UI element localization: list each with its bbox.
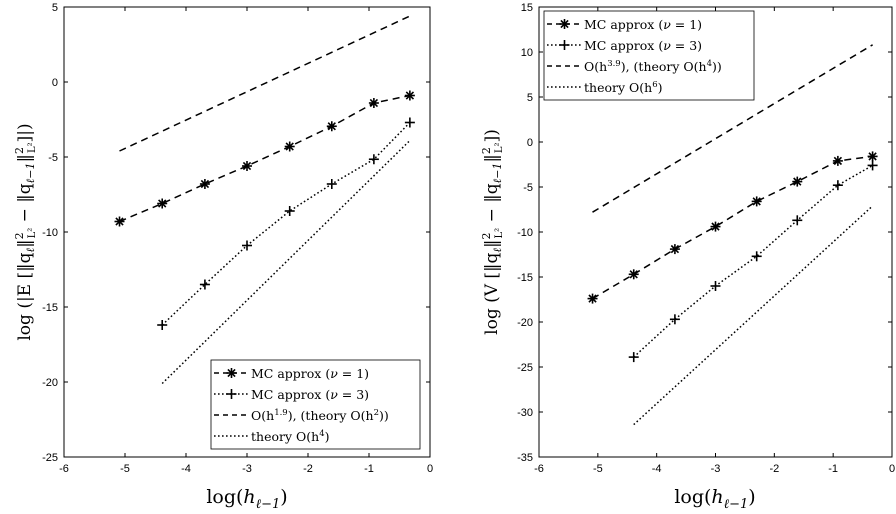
series-1-point [199, 179, 210, 189]
left-legend-entry-1: MC approx (ν = 1) [251, 366, 369, 381]
series-2-point [751, 251, 762, 262]
y-tick-label: 0 [52, 77, 58, 89]
right-x-axis-label: log(hℓ−1) [674, 486, 755, 512]
x-tick-label: -5 [120, 463, 130, 475]
y-tick-label: -15 [42, 302, 58, 314]
y-tick-label: -25 [517, 362, 533, 374]
left-legend-entry-3: O(h1.9), (theory O(h2)) [251, 408, 389, 423]
series-1-point [114, 216, 125, 227]
x-tick-label: -2 [303, 463, 313, 475]
series-1-point [832, 155, 843, 166]
right-panel: -6 -5 -4 -3 -2 -1 0151050-5-10-15-20-25-30-35 … [480, 2, 895, 512]
series-line-1 [119, 94, 411, 223]
y-tick-label: 5 [52, 2, 58, 14]
right-legend-symbols [547, 19, 582, 88]
legend-marker-2 [559, 40, 570, 50]
series-line-3 [592, 44, 873, 213]
left-legend-entry-2: MC approx (ν = 3) [251, 387, 369, 402]
series-1-point [867, 151, 878, 162]
series-1-point [284, 141, 295, 152]
right-legend-entry-3: O(h3.9), (theory O(h4)) [584, 59, 722, 74]
y-tick-label: -10 [42, 227, 58, 239]
right-chart-marks [587, 44, 878, 426]
legend-marker-1 [226, 368, 237, 378]
right-legend-entry-4: theory O(h6) [584, 80, 663, 95]
x-tick-label: -1 [364, 463, 374, 475]
right-legend: MC approx (ν = 1) MC approx (ν = 3) O(h3… [543, 10, 755, 101]
series-2-point [710, 281, 721, 291]
x-tick-label: -3 [242, 463, 252, 475]
left-y-axis-label: log (|E [‖qℓ‖2L² − ‖qℓ−1‖2L²]|) [13, 123, 38, 340]
legend-marker-2 [226, 389, 237, 399]
series-2-point [832, 180, 843, 191]
x-tick-label: -2 [769, 463, 779, 475]
series-1-point [751, 196, 762, 207]
series-2-point [792, 215, 803, 226]
x-tick-label: -1 [828, 463, 838, 475]
y-tick-label: -15 [517, 272, 533, 284]
y-tick-label: -25 [42, 452, 58, 464]
y-tick-label: -10 [517, 227, 533, 239]
right-legend-box [543, 10, 755, 101]
left-x-axis-label: log(hℓ−1) [206, 486, 287, 512]
series-1-point [628, 269, 639, 280]
legend-marker-1 [559, 19, 570, 29]
series-2-point [368, 154, 379, 165]
y-tick-label: -20 [517, 317, 533, 329]
series-1-point [669, 244, 680, 255]
series-1-point [710, 221, 721, 232]
left-panel: -6 -5 -4 -3 -2 -1 050-5-10-15-20-25 log(hℓ−1) … [13, 2, 433, 512]
y-tick-label: 5 [527, 92, 533, 104]
left-legend-entry-4: theory O(h4) [251, 429, 330, 444]
series-1-point [587, 293, 598, 304]
y-tick-label: -20 [42, 377, 58, 389]
series-1-point [792, 176, 803, 187]
x-tick-label: -6 [534, 463, 544, 475]
series-1-point [368, 98, 379, 108]
y-tick-label: 15 [521, 2, 533, 14]
y-tick-label: -5 [48, 152, 58, 164]
x-tick-label: 0 [889, 463, 895, 475]
series-2-point [326, 179, 337, 189]
x-tick-label: -4 [652, 463, 662, 475]
y-tick-label: -5 [523, 182, 533, 194]
x-tick-label: -3 [711, 463, 721, 475]
series-2-point [242, 240, 252, 251]
right-legend-entry-1: MC approx (ν = 1) [584, 17, 702, 32]
x-tick-label: -4 [181, 463, 191, 475]
y-tick-label: -30 [517, 407, 533, 419]
y-tick-label: 0 [527, 137, 533, 149]
right-y-axis-label: log (V [‖qℓ‖2L² − ‖qℓ−1‖2L²]) [480, 129, 505, 335]
series-1-point [326, 121, 337, 132]
left-chart-marks [114, 15, 415, 385]
y-tick-label: 10 [521, 47, 533, 59]
series-line-4 [161, 139, 411, 385]
series-2-point [669, 314, 680, 325]
series-2-point [628, 352, 639, 363]
y-tick-label: -35 [517, 452, 533, 464]
series-1-point [157, 198, 168, 209]
left-legend: MC approx (ν = 1) MC approx (ν = 3) O(h1… [210, 359, 421, 450]
left-legend-symbols [214, 368, 249, 437]
series-line-3 [119, 15, 411, 152]
series-2-point [157, 320, 168, 330]
left-ticks: -6 -5 -4 -3 -2 -1 050-5-10-15-20-25 [42, 2, 433, 475]
x-tick-label: -5 [593, 463, 603, 475]
series-2-point [404, 117, 415, 128]
x-tick-label: 0 [427, 463, 433, 475]
x-tick-label: -6 [59, 463, 69, 475]
series-1-point [404, 90, 415, 101]
right-legend-entry-2: MC approx (ν = 3) [584, 38, 702, 53]
left-legend-box [210, 359, 421, 450]
series-2-point [867, 160, 878, 171]
series-2-point [199, 279, 210, 290]
series-1-point [242, 161, 252, 171]
series-2-point [284, 206, 295, 216]
